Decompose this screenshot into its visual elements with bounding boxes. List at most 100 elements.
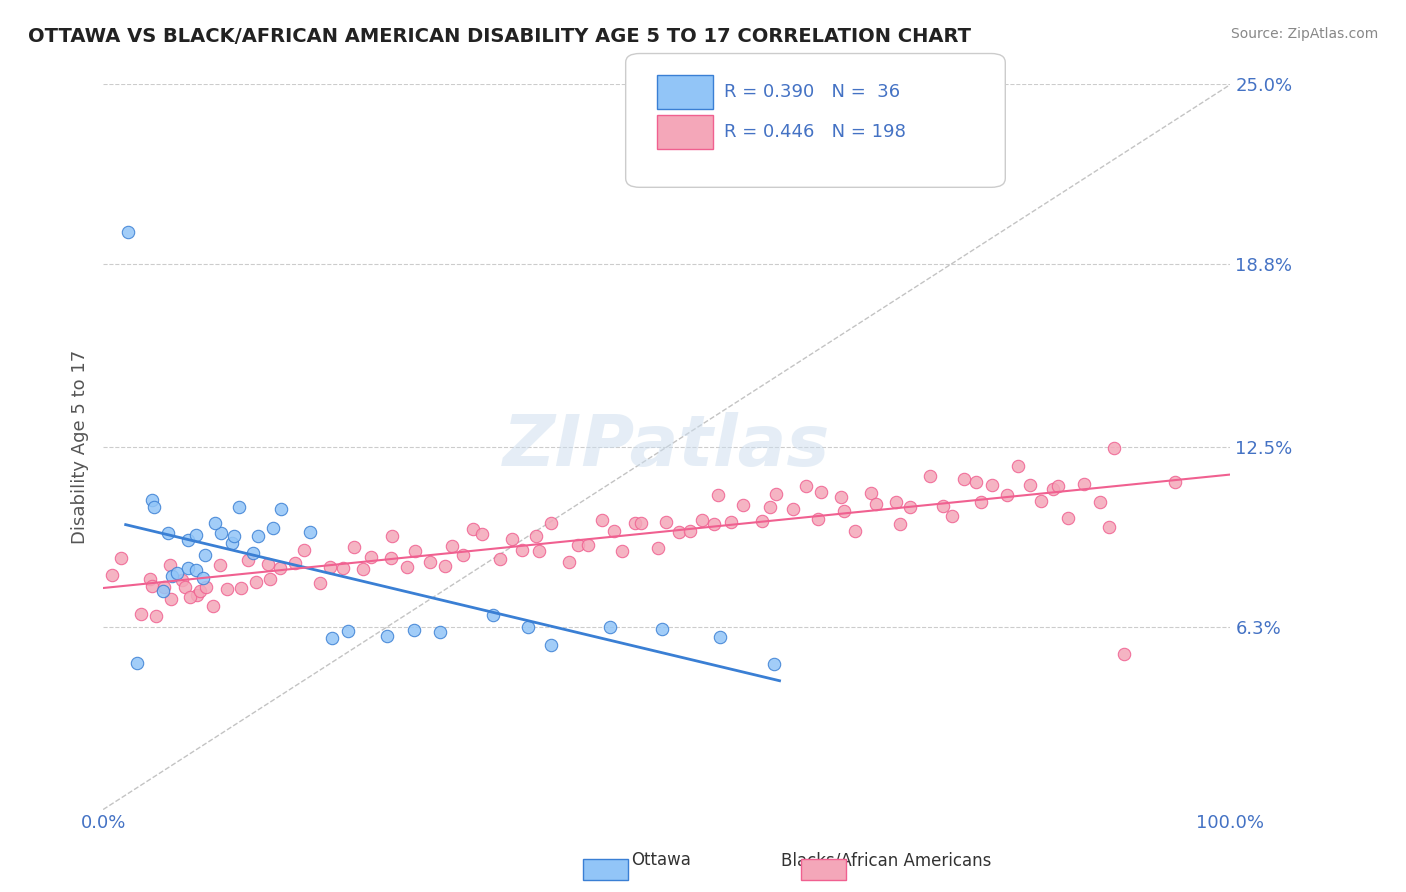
- Point: [321, 631, 343, 645]
- Point: [501, 532, 523, 546]
- Point: [117, 226, 139, 240]
- Point: [186, 563, 208, 577]
- Point: [319, 560, 342, 574]
- Point: [1088, 495, 1111, 509]
- Point: [395, 559, 418, 574]
- Point: [360, 549, 382, 564]
- Point: [246, 529, 269, 543]
- Point: [157, 526, 180, 541]
- Point: [193, 572, 215, 586]
- Point: [141, 579, 163, 593]
- Point: [172, 573, 194, 587]
- Point: [188, 583, 211, 598]
- Point: [1073, 476, 1095, 491]
- Point: [179, 591, 201, 605]
- Point: [844, 524, 866, 538]
- Point: [558, 555, 581, 569]
- Point: [965, 475, 987, 490]
- Text: ZIPatlas: ZIPatlas: [503, 412, 831, 482]
- Point: [482, 608, 505, 623]
- Point: [125, 656, 148, 670]
- Point: [298, 524, 321, 539]
- Point: [145, 608, 167, 623]
- Point: [1114, 647, 1136, 661]
- Point: [352, 562, 374, 576]
- Point: [381, 529, 404, 543]
- Point: [651, 622, 673, 636]
- Point: [343, 540, 366, 554]
- Point: [576, 538, 599, 552]
- Y-axis label: Disability Age 5 to 17: Disability Age 5 to 17: [72, 350, 89, 544]
- Point: [952, 471, 974, 485]
- Point: [229, 581, 252, 595]
- Point: [309, 576, 332, 591]
- Point: [762, 657, 785, 671]
- Point: [865, 498, 887, 512]
- Point: [404, 623, 426, 637]
- Point: [159, 558, 181, 572]
- Point: [375, 629, 398, 643]
- Point: [177, 561, 200, 575]
- Point: [591, 513, 613, 527]
- Point: [294, 542, 316, 557]
- Point: [337, 624, 360, 639]
- Point: [679, 524, 702, 539]
- Point: [1031, 494, 1053, 508]
- Point: [624, 516, 647, 530]
- Point: [720, 515, 742, 529]
- Point: [703, 516, 725, 531]
- Point: [765, 487, 787, 501]
- Point: [129, 607, 152, 621]
- Point: [995, 488, 1018, 502]
- Point: [222, 529, 245, 543]
- Point: [602, 524, 624, 539]
- Point: [647, 541, 669, 555]
- Point: [918, 469, 941, 483]
- Point: [1057, 511, 1080, 525]
- Point: [242, 546, 264, 560]
- Point: [160, 569, 183, 583]
- Point: [524, 529, 547, 543]
- Point: [540, 639, 562, 653]
- Point: [194, 580, 217, 594]
- Point: [166, 566, 188, 581]
- Point: [782, 502, 804, 516]
- Point: [654, 515, 676, 529]
- Point: [143, 500, 166, 514]
- Point: [433, 559, 456, 574]
- Point: [404, 543, 426, 558]
- Point: [110, 551, 132, 566]
- Point: [540, 516, 562, 531]
- Point: [204, 516, 226, 530]
- Point: [1098, 520, 1121, 534]
- Point: [269, 560, 291, 574]
- Point: [209, 525, 232, 540]
- Point: [221, 535, 243, 549]
- Point: [510, 542, 533, 557]
- Point: [101, 568, 124, 582]
- Point: [668, 524, 690, 539]
- Point: [257, 557, 280, 571]
- Point: [1047, 479, 1070, 493]
- Text: Source: ZipAtlas.com: Source: ZipAtlas.com: [1230, 27, 1378, 41]
- Point: [201, 599, 224, 613]
- Point: [153, 581, 176, 595]
- Point: [630, 516, 652, 530]
- Point: [898, 500, 921, 515]
- Point: [429, 624, 451, 639]
- Text: OTTAWA VS BLACK/AFRICAN AMERICAN DISABILITY AGE 5 TO 17 CORRELATION CHART: OTTAWA VS BLACK/AFRICAN AMERICAN DISABIL…: [28, 27, 972, 45]
- Point: [889, 517, 911, 532]
- Point: [215, 582, 238, 596]
- Point: [262, 521, 284, 535]
- Point: [612, 544, 634, 558]
- Point: [284, 556, 307, 570]
- Point: [471, 527, 494, 541]
- Text: Ottawa: Ottawa: [631, 851, 690, 869]
- Point: [751, 514, 773, 528]
- Point: [141, 493, 163, 508]
- Point: [193, 549, 215, 563]
- Point: [970, 494, 993, 508]
- Point: [1164, 475, 1187, 489]
- Point: [980, 477, 1002, 491]
- Point: [567, 538, 589, 552]
